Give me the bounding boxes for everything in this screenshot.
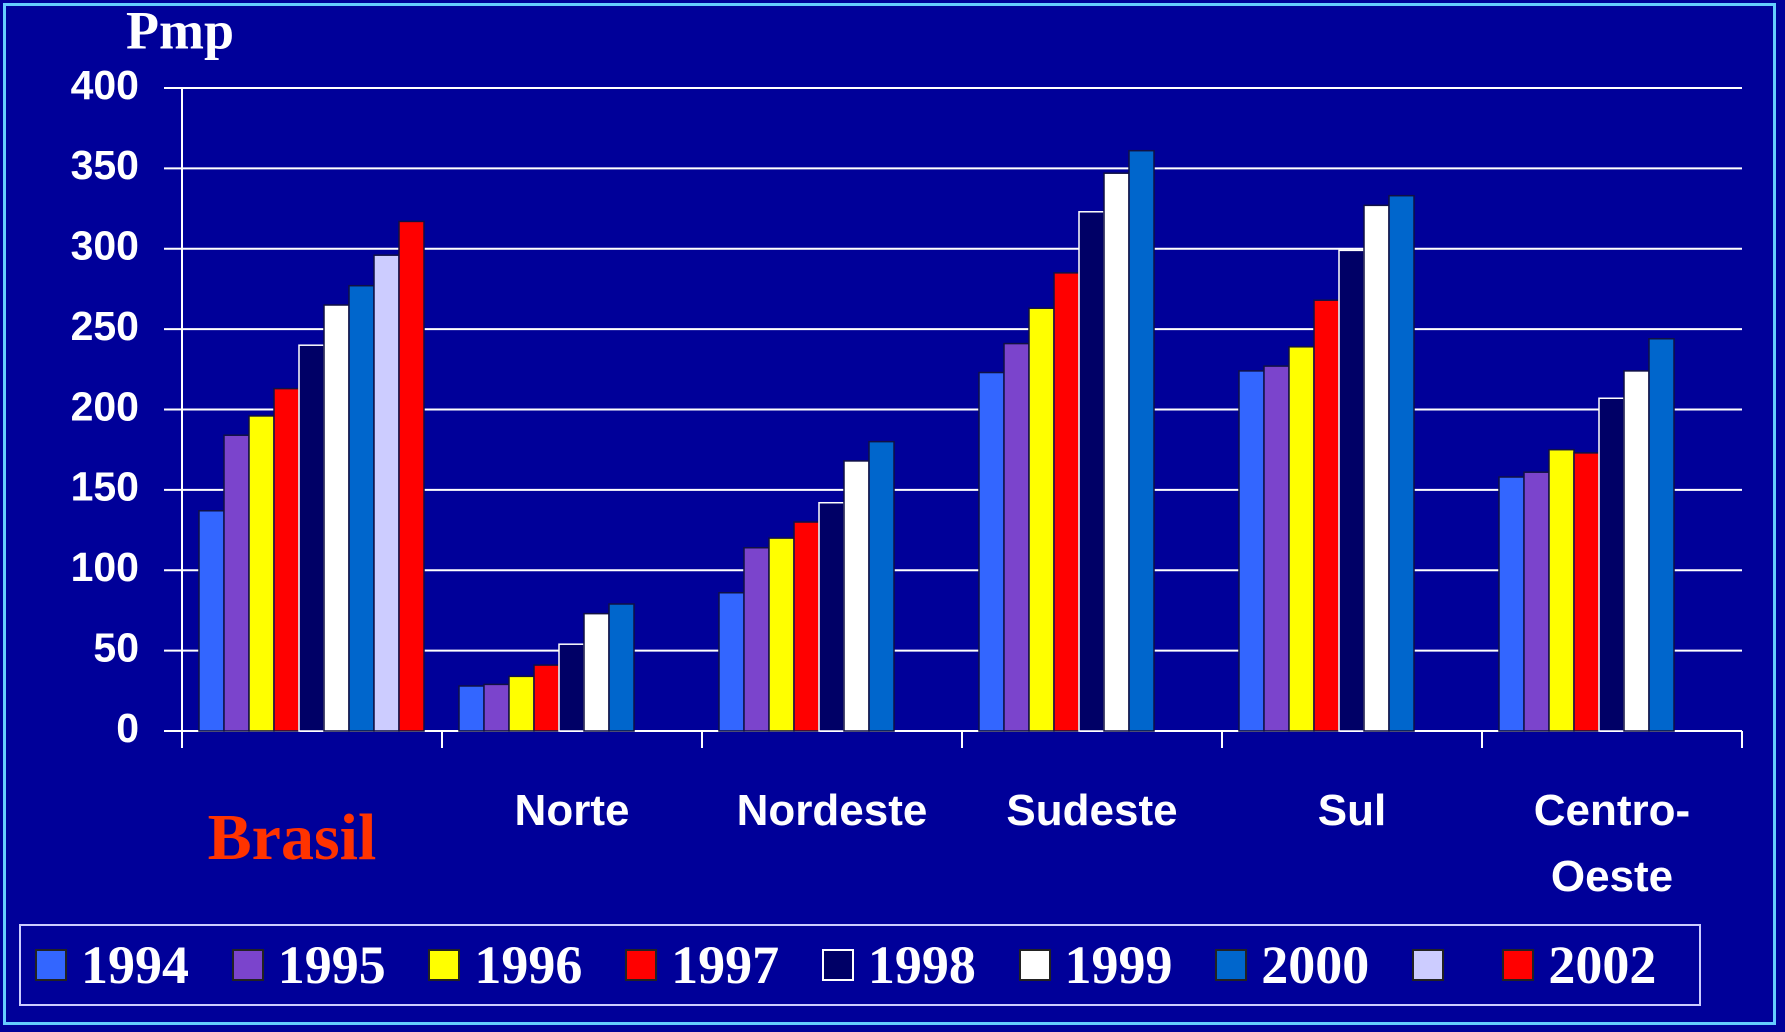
bar: [1028, 307, 1055, 732]
bar: [248, 415, 275, 732]
y-tick-label: 350: [71, 142, 139, 188]
x-tick-label: Centro-Oeste: [1533, 786, 1691, 901]
legend-item: 1997: [625, 934, 822, 996]
x-tick-label: Nordeste: [736, 786, 928, 835]
legend-label: 2002: [1548, 935, 1657, 995]
bar: [1548, 448, 1575, 732]
y-tick-label: 150: [71, 464, 139, 510]
bar: [533, 664, 560, 732]
bar: [1648, 338, 1675, 732]
legend-item: 2002: [1502, 934, 1699, 996]
bar: [1003, 342, 1030, 732]
bar: [558, 643, 585, 732]
legend-swatch: [625, 949, 658, 981]
y-tick-label: 250: [71, 303, 139, 349]
y-axis-label: Pmp: [126, 0, 234, 60]
bar: [1103, 172, 1130, 732]
legend-label: 2000: [1261, 935, 1370, 995]
bar: [818, 501, 845, 732]
legend-swatch: [821, 949, 854, 981]
x-tick-label: Sul: [1317, 786, 1387, 835]
bar: [768, 537, 795, 732]
bar: [743, 546, 770, 732]
bar: [1598, 397, 1625, 732]
legend-label: 1997: [671, 935, 780, 995]
legend-swatch: [428, 949, 461, 981]
legend-swatch: [1411, 949, 1444, 981]
legend-swatch: [35, 949, 67, 981]
y-tick-label: 200: [71, 383, 139, 429]
bar: [1128, 149, 1155, 732]
bar: [223, 434, 250, 732]
y-tick-label: 0: [116, 705, 139, 751]
bar: [1313, 299, 1340, 732]
bar: [1078, 211, 1105, 732]
x-tick-label: Sudeste: [1006, 786, 1178, 835]
legend-label: 1996: [474, 935, 583, 995]
bar: [868, 440, 895, 732]
bar: [1573, 452, 1600, 732]
legend-item: 1994: [35, 934, 232, 996]
bar: [1523, 471, 1550, 732]
bar: [483, 683, 510, 732]
legend-item: 1999: [1018, 934, 1216, 996]
bar: [1288, 346, 1315, 732]
y-tick-label: 300: [71, 223, 139, 269]
bar: [1363, 204, 1390, 732]
bar: [298, 344, 325, 732]
bar: [1263, 365, 1290, 732]
bar: [373, 254, 400, 732]
bar: [843, 460, 870, 732]
bar: [323, 304, 350, 732]
bar: [793, 521, 820, 732]
bar: [978, 371, 1005, 732]
bar: [458, 685, 485, 732]
legend-label: 1998: [867, 935, 976, 995]
bar: [1498, 476, 1525, 732]
bar: [348, 284, 375, 732]
y-tick-label: 50: [93, 624, 139, 670]
bar: [1388, 194, 1415, 732]
y-tick-label: 100: [71, 544, 139, 590]
legend-item: 1995: [231, 934, 429, 996]
legend-swatch: [1215, 949, 1248, 981]
bar: [1238, 370, 1265, 732]
frame: [3, 3, 1776, 1025]
x-tick-label: Brasil: [207, 801, 377, 874]
legend-label: 1995: [277, 935, 386, 995]
x-tick-label: Norte: [514, 786, 630, 835]
legend: 1994 1995 1996 1997 1998 1999 2000 2002: [19, 924, 1701, 1006]
bar: [1623, 370, 1650, 732]
bar: [718, 592, 745, 732]
y-tick-label: 400: [71, 62, 139, 108]
legend-item: [1411, 949, 1502, 981]
bar: [1053, 272, 1080, 732]
bar: [273, 387, 300, 732]
legend-item: 1998: [821, 934, 1019, 996]
bar: [583, 612, 610, 732]
legend-swatch: [231, 949, 264, 981]
legend-item: 1996: [428, 934, 625, 996]
legend-swatch: [1502, 949, 1535, 981]
bar: [398, 220, 425, 732]
bar: [608, 603, 635, 732]
legend-swatch: [1018, 949, 1051, 981]
bar: [508, 675, 535, 732]
legend-label: 1999: [1064, 935, 1173, 995]
bar: [198, 510, 225, 732]
bar: [1338, 249, 1365, 732]
legend-label: 1994: [81, 935, 189, 995]
legend-item: 2000: [1215, 934, 1412, 996]
